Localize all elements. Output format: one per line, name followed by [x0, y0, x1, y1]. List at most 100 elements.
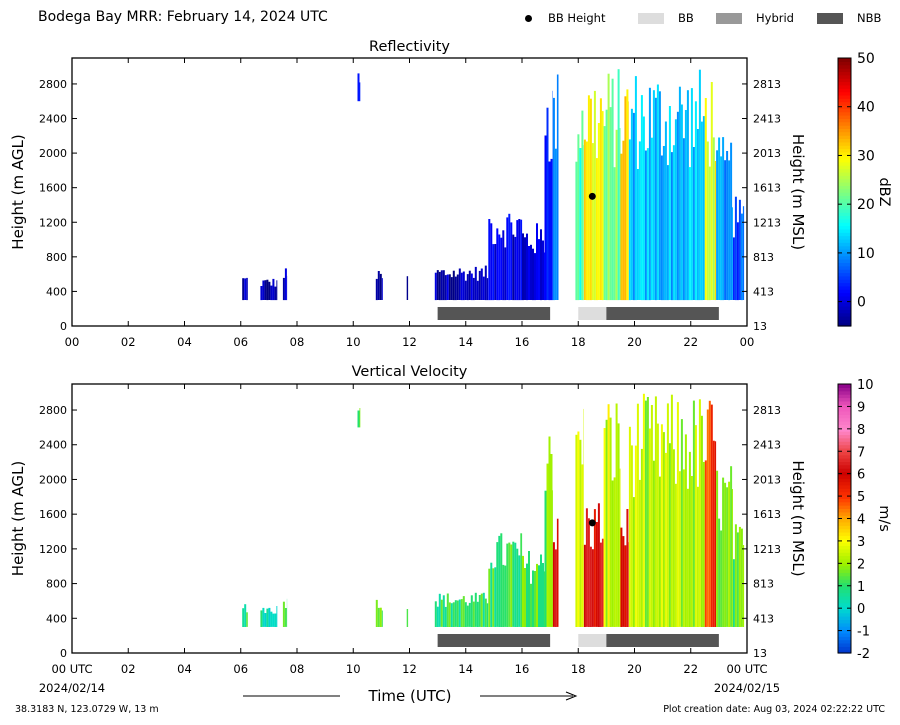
echo-strip [691, 88, 693, 300]
echo-strip [626, 509, 628, 627]
echo-strip [481, 594, 483, 627]
echo-strip [733, 237, 735, 300]
echo-strip [274, 287, 276, 301]
echo-strip [479, 271, 481, 300]
echo-strip [661, 424, 663, 627]
colorbar-label: m/s [876, 505, 892, 532]
echo-strip [496, 228, 498, 300]
echo-strip [649, 429, 651, 628]
echo-strip [382, 278, 383, 300]
echo-strip [671, 395, 673, 627]
echo-strip [732, 489, 733, 627]
x-tick-label: 14 [458, 662, 473, 676]
echo-strip [445, 607, 447, 627]
echo-strip [693, 401, 695, 627]
colorbar-tick-label: 0 [857, 295, 866, 311]
x-tick-label: 16 [515, 662, 530, 676]
echo-strip [577, 134, 579, 300]
echo-strip [669, 443, 671, 627]
x-tick-label: 06 [233, 335, 248, 349]
y-tick-label-right: 13 [753, 647, 767, 660]
echo-strip [722, 478, 724, 627]
echo-strip [479, 595, 481, 627]
y-tick-label: 2400 [39, 439, 67, 452]
echo-strip [594, 509, 596, 627]
echo-strip [488, 219, 490, 300]
echo-strip [713, 137, 715, 300]
echo-strip [653, 90, 655, 300]
x-tick-label: 00 [740, 335, 755, 349]
echo-strip [592, 143, 594, 300]
echo-strip [242, 278, 244, 300]
echo-strip [514, 237, 516, 300]
x-tick-label: 00 UTC [51, 662, 92, 676]
echo-strip [624, 96, 626, 300]
echo-strip [677, 112, 679, 300]
echo-strip [534, 253, 536, 300]
echo-strip [730, 143, 732, 300]
echo-strip [659, 91, 661, 300]
echo-strip [713, 441, 715, 627]
echo-strip [606, 420, 608, 627]
echo-strip [471, 274, 473, 301]
echo-strip [407, 276, 408, 300]
colorbar-tick-label: 20 [857, 197, 875, 213]
echo-strip [683, 138, 685, 300]
echo-strip [544, 253, 545, 301]
echo-strip [262, 608, 264, 627]
echo-strip [697, 487, 699, 627]
echo-strip [260, 286, 262, 300]
x-tick-label: 06 [233, 662, 248, 676]
echo-strip [555, 149, 557, 300]
echo-strip [586, 508, 588, 627]
echo-strip [270, 612, 272, 627]
echo-strip [610, 418, 612, 627]
echo-strip [581, 464, 583, 627]
y-tick-label-right: 1213 [753, 543, 781, 556]
echo-strip [553, 98, 555, 300]
echo-strip [483, 593, 485, 627]
echo-strip [596, 522, 598, 627]
colorbar-tick-label: 0 [857, 602, 865, 617]
y-tick-label-right: 413 [753, 612, 774, 625]
echo-strip [536, 223, 538, 300]
echo-strip [496, 542, 498, 627]
echo-strip [376, 600, 378, 627]
echo-strip [737, 532, 739, 627]
echo-strip [647, 148, 649, 300]
echo-strip [707, 142, 709, 301]
echo-strip [441, 600, 443, 627]
echo-strip [735, 197, 737, 300]
echo-strip [667, 165, 669, 300]
echo-strip [655, 98, 657, 300]
echo-strip [618, 69, 620, 300]
echo-strip [693, 147, 695, 300]
y-axis-label-right: Height (m MSL) [789, 134, 807, 250]
echo-strip [487, 603, 488, 627]
echo-strip [699, 70, 701, 300]
echo-strip [449, 274, 451, 300]
echo-strip [285, 608, 287, 627]
echo-strip [724, 483, 726, 627]
echo-strip [547, 464, 549, 627]
echo-strip [675, 119, 677, 300]
classification-bar-bb [578, 307, 606, 320]
echo-strip [555, 549, 557, 627]
echo-strip [488, 569, 490, 627]
echo-strip [380, 608, 382, 627]
echo-strip [283, 602, 285, 627]
echo-strip [551, 159, 553, 300]
colorbar-tick-label: 9 [857, 400, 865, 415]
echo-strip [540, 229, 542, 300]
classification-bar-nbb [438, 634, 551, 647]
echo-strip [508, 543, 510, 627]
echo-strip [606, 110, 608, 300]
echo-strip [600, 543, 602, 627]
echo-strip [518, 219, 520, 300]
bb-height-point [589, 193, 596, 200]
y-tick-label-right: 813 [753, 578, 774, 591]
echo-strip [508, 214, 510, 300]
echo-strip [475, 593, 477, 627]
x-tick-label: 22 [683, 335, 698, 349]
